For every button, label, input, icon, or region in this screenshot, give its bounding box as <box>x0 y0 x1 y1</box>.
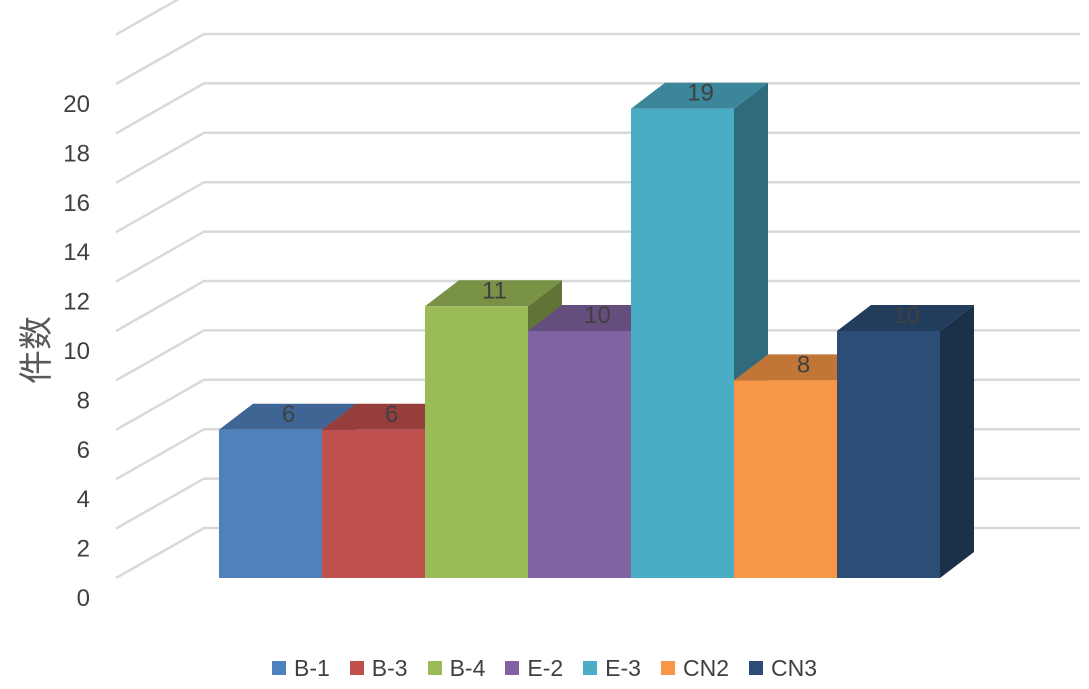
legend: B-1 B-3 B-4 E-2 E-3 CN2 CN3 <box>0 652 1089 684</box>
y-tick-label: 6 <box>77 437 90 464</box>
y-tick-label: 0 <box>77 585 90 612</box>
legend-swatch <box>271 661 286 675</box>
y-tick-label: 14 <box>63 239 90 266</box>
legend-label: B-3 <box>371 654 408 681</box>
bar-front <box>631 108 734 578</box>
y-tick-label: 2 <box>77 536 90 563</box>
gridline <box>115 32 1080 86</box>
legend-item: B-3 <box>349 654 408 682</box>
y-axis-ticks: 0 2 4 6 8 10 12 14 16 18 20 <box>63 91 90 612</box>
gridline <box>115 180 1080 234</box>
bar-top <box>322 403 459 430</box>
legend-swatch <box>748 661 763 675</box>
y-tick-label: 20 <box>63 91 90 118</box>
gridline <box>115 279 1080 333</box>
data-label: 6 <box>385 401 398 428</box>
bar-top <box>219 403 356 430</box>
legend-item: B-1 <box>271 654 330 682</box>
y-tick-label: 8 <box>77 387 90 414</box>
bar-top <box>734 354 871 381</box>
bar-top <box>528 305 665 331</box>
legend-item: E-3 <box>583 655 641 682</box>
bar-CN3 <box>837 305 974 578</box>
legend-item: CN3 <box>748 654 817 682</box>
y-tick-label: 16 <box>63 190 90 217</box>
legend-label: B-1 <box>293 654 330 681</box>
bar-front <box>425 306 528 578</box>
legend-swatch <box>505 661 520 675</box>
legend-swatch <box>349 661 364 675</box>
bar-front <box>219 429 322 578</box>
y-axis-label: 件数 <box>17 316 57 384</box>
bar-top <box>631 82 768 109</box>
y-tick-label: 18 <box>63 140 90 167</box>
data-label: 10 <box>584 302 611 329</box>
data-label: 8 <box>797 351 810 378</box>
y-tick-label: 4 <box>77 486 90 513</box>
legend-label: CN2 <box>682 654 729 681</box>
gridline <box>115 329 1080 382</box>
legend-label: E-3 <box>605 654 641 681</box>
gridlines <box>115 0 1080 580</box>
bar-front <box>528 331 631 578</box>
bar-side <box>940 305 974 578</box>
gridline <box>115 131 1080 184</box>
legend-label: E-2 <box>527 654 564 681</box>
data-label: 19 <box>687 80 714 107</box>
gridline <box>115 0 180 36</box>
gridline <box>115 82 1080 135</box>
legend-swatch <box>427 661 442 675</box>
bar-front <box>837 331 940 578</box>
legend-label: CN3 <box>770 654 817 681</box>
bar-top <box>425 280 562 307</box>
legend-item: E-2 <box>505 655 563 682</box>
gridline <box>115 230 1080 283</box>
y-tick-label: 12 <box>63 289 90 316</box>
data-label: 11 <box>482 277 507 304</box>
legend-swatch <box>660 661 675 675</box>
legend-item: CN2 <box>660 654 729 682</box>
bar-front <box>322 429 425 578</box>
data-labels: 6 6 11 10 19 8 10 <box>282 80 920 428</box>
data-label: 6 <box>282 401 295 428</box>
data-label: 10 <box>893 302 920 329</box>
bars <box>219 82 974 578</box>
legend-item: B-4 <box>427 654 486 682</box>
bar-top <box>837 305 974 331</box>
legend-swatch <box>583 661 598 675</box>
bar-front <box>734 380 837 578</box>
legend-label: B-4 <box>449 654 486 681</box>
y-tick-label: 10 <box>63 338 90 365</box>
